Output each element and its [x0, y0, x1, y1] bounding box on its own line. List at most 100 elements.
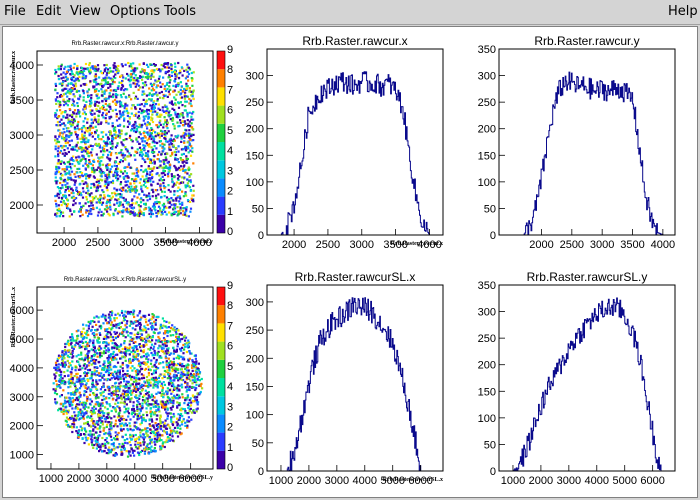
chart-4: Rrb.Raster.rawcurSL.x:Rrb.Raster.rawcurS… [10, 277, 233, 485]
heatmap-cell [115, 156, 119, 159]
menu-tools[interactable]: Tools [164, 4, 197, 19]
heatmap-cell [170, 100, 173, 103]
heatmap-cell [165, 411, 168, 414]
heatmap-cell [148, 158, 151, 161]
heatmap-cell [105, 451, 108, 455]
heatmap-cell [142, 199, 145, 202]
heatmap-cell [108, 103, 111, 106]
heatmap-cell [67, 135, 70, 139]
heatmap-cell [64, 194, 67, 197]
heatmap-cell [124, 336, 127, 339]
menu-edit[interactable]: Edit [36, 4, 62, 19]
heatmap-cell [154, 141, 157, 144]
menu-help[interactable]: Help [668, 4, 698, 19]
heatmap-cell [60, 373, 63, 376]
heatmap-cell [110, 151, 113, 155]
heatmap-cell [159, 445, 162, 448]
heatmap-cell [123, 400, 126, 403]
heatmap-cell [156, 354, 159, 357]
heatmap-cell [59, 211, 62, 214]
heatmap-cell [106, 167, 109, 170]
palette-tick-label: 2 [227, 186, 233, 198]
heatmap-cell [138, 146, 142, 149]
heatmap-cell [145, 407, 148, 410]
heatmap-cell [57, 145, 60, 148]
heatmap-cell [111, 137, 114, 140]
heatmap-cells [54, 61, 195, 218]
heatmap-cell [147, 93, 150, 97]
pad-4[interactable]: Rrb.Raster.rawcurSL.x:Rrb.Raster.rawcurS… [3, 263, 233, 495]
heatmap-cell [171, 324, 174, 327]
pad-3[interactable]: Rrb.Raster.rawcur.y 2000 2500 3000 3500 4000 0… [465, 27, 695, 259]
heatmap-cell [81, 140, 85, 143]
heatmap-cell [176, 431, 179, 434]
heatmap-cell [145, 445, 149, 448]
heatmap-cell [100, 203, 104, 206]
heatmap-cell [189, 397, 192, 400]
heatmap-cell [184, 380, 187, 383]
heatmap-cell [92, 411, 95, 415]
heatmap-cell [121, 154, 124, 157]
heatmap-cell [174, 331, 178, 334]
heatmap-cell [127, 208, 130, 211]
heatmap-cell [135, 396, 138, 399]
heatmap-cell [120, 448, 123, 451]
heatmap-cell [78, 202, 81, 205]
heatmap-cell [119, 183, 122, 186]
heatmap-cell [189, 352, 192, 355]
root-canvas[interactable]: Rrb.Raster.rawcur.x:Rrb.Raster.rawcur.y 0… [2, 26, 698, 498]
menu-file[interactable]: File [4, 4, 26, 19]
heatmap-cell [62, 355, 65, 358]
heatmap-cell [186, 419, 189, 422]
menu-view[interactable]: View [70, 4, 101, 19]
heatmap-cell [68, 172, 71, 175]
heatmap-cell [176, 355, 179, 359]
heatmap-cell [136, 97, 139, 100]
heatmap-cell [58, 380, 61, 383]
heatmap-cell [57, 160, 60, 163]
heatmap-cell [158, 202, 161, 205]
heatmap-cell [149, 431, 152, 435]
heatmap-cell [174, 111, 177, 114]
heatmap-cell [142, 212, 145, 215]
heatmap-cell [82, 323, 85, 326]
heatmap-cell [107, 361, 110, 365]
heatmap-cell [127, 112, 130, 115]
heatmap-cell [89, 144, 93, 147]
heatmap-cell [95, 187, 98, 190]
heatmap-cell [175, 115, 178, 118]
heatmap-cell [124, 352, 127, 355]
heatmap-cell [162, 110, 166, 113]
heatmap-cell [159, 325, 162, 328]
heatmap-cell [95, 441, 98, 444]
pad-1[interactable]: Rrb.Raster.rawcur.x:Rrb.Raster.rawcur.y 0… [3, 27, 233, 259]
heatmap-cell [108, 150, 111, 154]
heatmap-cell [186, 384, 189, 387]
heatmap-cell [184, 397, 187, 400]
heatmap-cell [140, 333, 144, 336]
heatmap-cell [179, 93, 182, 96]
heatmap-cell [177, 212, 180, 216]
heatmap-cell [189, 154, 193, 157]
heatmap-cell [144, 115, 147, 118]
heatmap-cell [178, 175, 181, 178]
heatmap-cell [133, 76, 136, 80]
heatmap-cell [152, 63, 156, 66]
heatmap-cell [113, 415, 116, 418]
heatmap-cell [136, 354, 140, 357]
heatmap-cell [177, 329, 180, 332]
heatmap-cell [161, 179, 164, 182]
heatmap-cell [84, 140, 87, 143]
heatmap-cell [73, 423, 76, 426]
menu-options[interactable]: Options [110, 4, 161, 19]
heatmap-cell [161, 109, 164, 112]
heatmap-cell [180, 137, 183, 140]
heatmap-cell [180, 432, 183, 435]
heatmap-cell [112, 212, 115, 215]
heatmap-cell [134, 388, 138, 391]
heatmap-cell [66, 355, 70, 359]
heatmap-cell [105, 97, 108, 101]
pad-2[interactable]: Rrb.Raster.rawcur.x 2000 2500 3000 3500 4000 0… [233, 27, 463, 259]
heatmap-cell [155, 367, 158, 370]
heatmap-cell [156, 113, 159, 116]
